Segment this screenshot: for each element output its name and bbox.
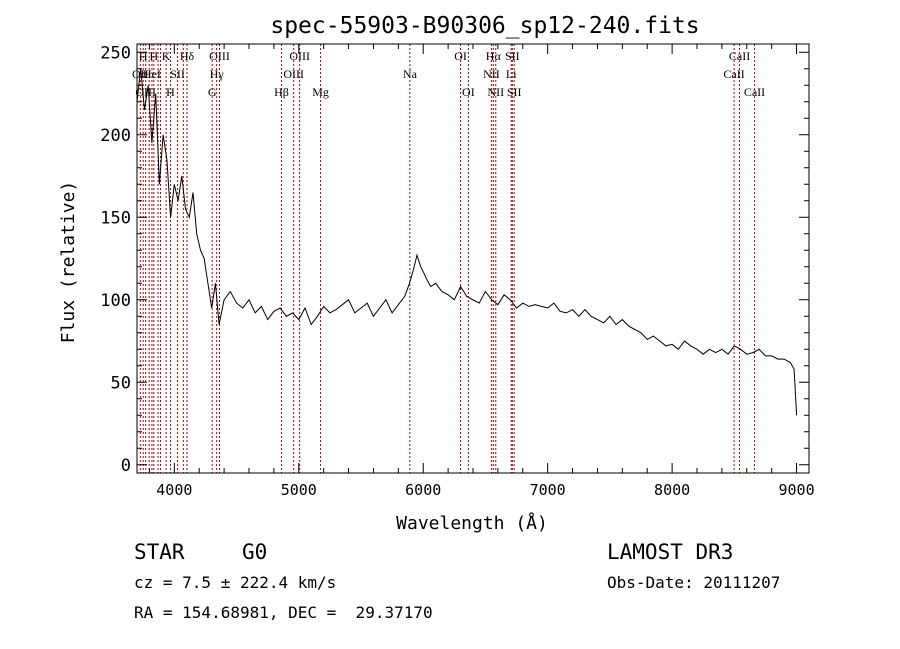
y-tick-label: 0 xyxy=(121,456,131,476)
coordinates-text: RA = 154.68981, DEC = 29.37170 xyxy=(134,603,433,622)
y-tick-label: 50 xyxy=(111,373,131,393)
object-class: STAR xyxy=(134,540,185,564)
line-marker-label: SII xyxy=(505,49,520,63)
line-marker-label: Hβ xyxy=(274,85,289,99)
line-marker-label: Hα xyxy=(486,49,502,63)
line-marker-label: Na xyxy=(403,67,418,81)
line-marker-label: SII xyxy=(507,85,522,99)
line-marker-label: Mg xyxy=(312,85,329,99)
line-marker-label: CaII xyxy=(744,85,765,99)
y-tick-label: 250 xyxy=(100,43,131,63)
line-marker-label: OI xyxy=(462,85,475,99)
object-subclass: G0 xyxy=(242,540,268,564)
y-tick-label: 150 xyxy=(100,208,131,228)
plot-frame xyxy=(136,43,810,474)
line-marker-label: Hγ xyxy=(210,67,225,81)
line-marker-label: G xyxy=(208,85,217,99)
x-tick-label: 9000 xyxy=(778,481,814,499)
x-tick-label: 8000 xyxy=(654,481,690,499)
line-marker-label: CaII xyxy=(723,67,744,81)
x-tick-label: 4000 xyxy=(156,481,192,499)
y-axis: 0 50 100 150 200 250 xyxy=(100,43,809,476)
line-marker-label: Li xyxy=(506,67,517,81)
y-tick-label: 200 xyxy=(100,126,131,146)
line-marker-label: HeI xyxy=(143,67,161,81)
line-marker-label: OI xyxy=(454,49,467,63)
x-tick-label: 6000 xyxy=(405,481,441,499)
y-tick-label: 100 xyxy=(100,291,131,311)
x-axis: 4000 5000 6000 7000 8000 9000 xyxy=(148,44,815,499)
x-tick-label: 7000 xyxy=(530,481,566,499)
x-tick-label: 5000 xyxy=(281,481,317,499)
x-axis-label: Wavelength (Å) xyxy=(396,512,548,534)
redshift-text: cz = 7.5 ± 222.4 km/s xyxy=(134,573,337,592)
line-marker-label: OIII xyxy=(283,67,304,81)
line-marker-label: OIII xyxy=(209,49,230,63)
line-marker-label: Hδ xyxy=(180,49,195,63)
line-marker-label: SII xyxy=(170,67,185,81)
chart-title: spec-55903-B90306_sp12-240.fits xyxy=(270,13,699,39)
line-marker-label: H xyxy=(139,49,148,63)
survey-name: LAMOST DR3 xyxy=(607,540,734,564)
line-marker-label: OIII xyxy=(289,49,310,63)
line-marker-label: NII xyxy=(483,67,500,81)
line-marker-label: H xyxy=(166,85,175,99)
line-marker-label: H xyxy=(149,49,158,63)
obs-date: Obs-Date: 20111207 xyxy=(607,573,781,592)
spectral-line-markers xyxy=(139,44,755,473)
line-marker-label: K xyxy=(162,49,171,63)
line-marker-label: OIII xyxy=(135,85,156,99)
line-marker-label: CaII xyxy=(729,49,750,63)
spectrum-line xyxy=(136,68,798,416)
line-marker-label: NII xyxy=(487,85,504,99)
y-axis-label: Flux (relative) xyxy=(58,181,79,344)
